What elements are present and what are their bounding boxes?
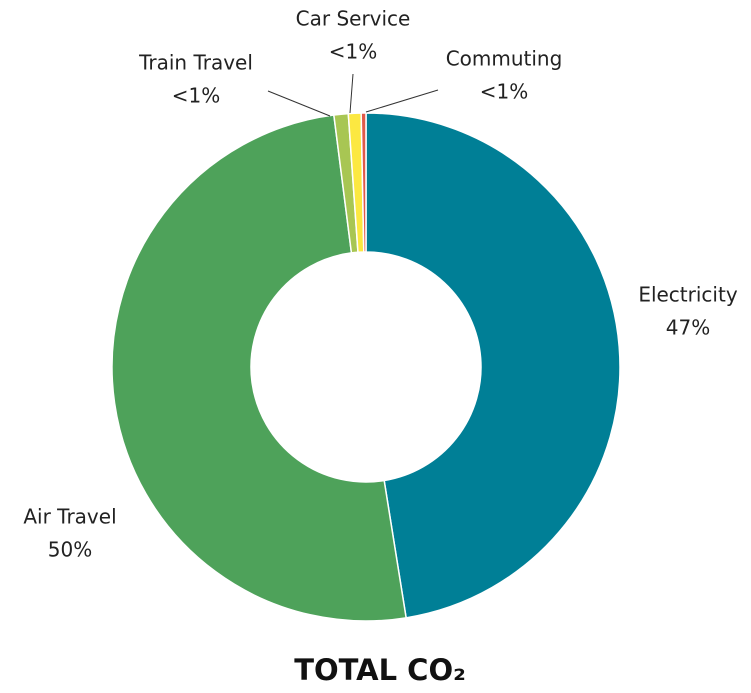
slice-label: Electricity: [638, 283, 738, 307]
slice-label: Car Service: [296, 7, 411, 31]
slice-label: Air Travel: [23, 505, 116, 529]
slice-value-label: <1%: [480, 80, 529, 104]
donut-slice: [111, 114, 407, 622]
slice-value-label: <1%: [172, 84, 221, 108]
leader-line: [267, 90, 331, 117]
slice-value-label: 50%: [48, 538, 92, 562]
slice-label: Commuting: [446, 47, 563, 71]
leader-line: [349, 73, 354, 114]
slice-label: Train Travel: [138, 51, 253, 75]
donut-slice: [360, 112, 367, 253]
chart-title: TOTAL CO₂: [294, 653, 466, 687]
slice-value-label: 47%: [666, 316, 710, 340]
leader-line: [365, 89, 439, 113]
slice-value-label: <1%: [329, 40, 378, 64]
donut-slice: [365, 112, 621, 619]
